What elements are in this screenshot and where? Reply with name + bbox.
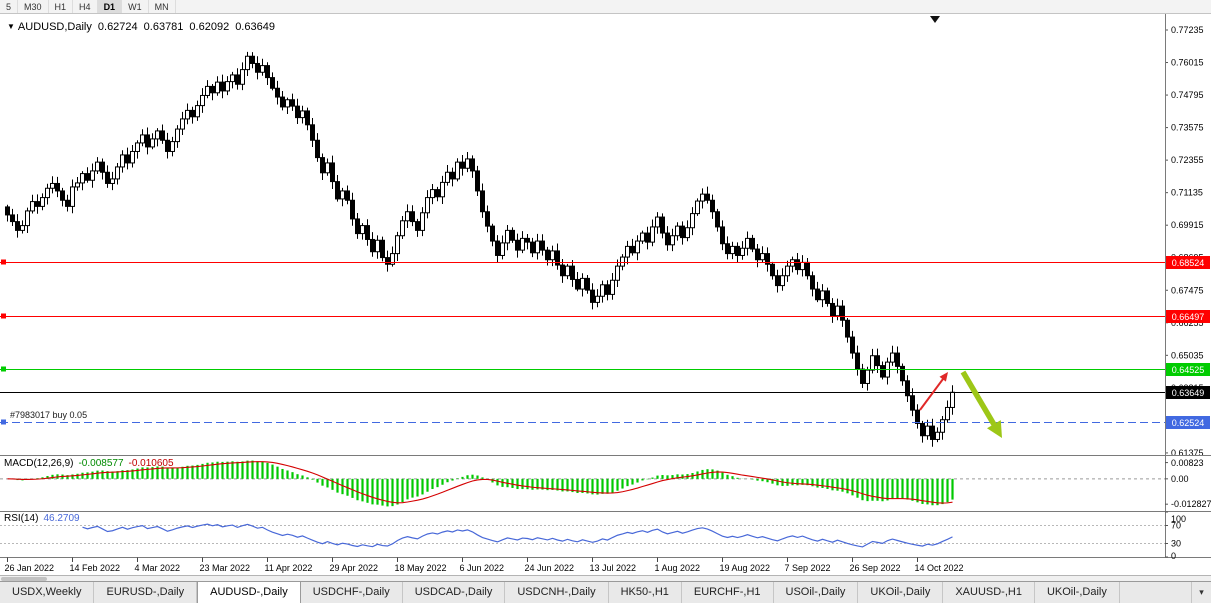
svg-text:0.77235: 0.77235: [1171, 25, 1204, 35]
svg-text:13 Jul 2022: 13 Jul 2022: [590, 563, 637, 573]
timeframe-h1-button[interactable]: H1: [49, 0, 74, 13]
svg-text:0.63649: 0.63649: [1172, 388, 1205, 398]
svg-text:0.61375: 0.61375: [1171, 448, 1204, 458]
svg-text:0: 0: [1171, 551, 1176, 561]
tab-usdcnh-daily[interactable]: USDCNH-,Daily: [505, 582, 609, 603]
svg-text:18 May 2022: 18 May 2022: [395, 563, 447, 573]
svg-text:0.76015: 0.76015: [1171, 58, 1204, 68]
svg-text:23 Mar 2022: 23 Mar 2022: [200, 563, 251, 573]
price-chart-canvas[interactable]: 0.77235 0.76015 0.74795 0.73575 0.72355 0.711…: [0, 14, 1211, 575]
svg-text:0.68524: 0.68524: [1172, 258, 1205, 268]
svg-text:30: 30: [1171, 539, 1181, 549]
svg-text:0.71135: 0.71135: [1171, 188, 1203, 198]
svg-text:29 Apr 2022: 29 Apr 2022: [330, 563, 379, 573]
svg-text:70: 70: [1171, 521, 1181, 531]
timeframe-h4-button[interactable]: H4: [73, 0, 98, 13]
chart-marker-icon: ▼: [7, 22, 15, 31]
timeframe-m5-button[interactable]: 5: [0, 0, 19, 13]
chart-title: ▼ AUDUSD,Daily 0.62724 0.63781 0.62092 0.6364…: [7, 21, 275, 33]
tab-eurchf-h1[interactable]: EURCHF-,H1: [682, 582, 774, 603]
svg-text:0.65035: 0.65035: [1171, 350, 1204, 360]
svg-text:0.67475: 0.67475: [1171, 285, 1204, 295]
svg-text:0.00823: 0.00823: [1171, 458, 1204, 468]
ohlc-high-value: 0.63781: [143, 21, 184, 33]
timeframe-d1-button[interactable]: D1: [97, 0, 123, 13]
chart-window: 0.77235 0.76015 0.74795 0.73575 0.72355 0.711…: [0, 14, 1211, 575]
macd-signal-value: -0.010605: [128, 458, 174, 469]
chart-scrollbar-thumb[interactable]: [1, 577, 47, 581]
rsi-indicator-label: RSI(14) 46.2709: [4, 513, 80, 524]
tab-usdcad-daily[interactable]: USDCAD-,Daily: [403, 582, 506, 603]
rsi-name: RSI(14): [4, 513, 39, 524]
svg-text:-0.012827: -0.012827: [1171, 499, 1211, 509]
svg-text:0.62524: 0.62524: [1172, 418, 1205, 428]
timeframe-w1-button[interactable]: W1: [122, 0, 149, 13]
svg-text:0.69915: 0.69915: [1171, 220, 1204, 230]
svg-text:0.73575: 0.73575: [1171, 123, 1204, 133]
tab-ukoil-daily[interactable]: UKOil-,Daily: [858, 582, 944, 603]
open-position-label[interactable]: #7983017 buy 0.05: [10, 410, 88, 420]
tab-hk50-h1[interactable]: HK50-,H1: [609, 582, 682, 603]
tab-ukoil-daily-2[interactable]: UKOil-,Daily: [1035, 582, 1120, 603]
svg-text:0.72355: 0.72355: [1171, 155, 1204, 165]
svg-text:0.64525: 0.64525: [1172, 365, 1205, 375]
ohlc-close-value: 0.63649: [235, 21, 275, 33]
svg-text:100: 100: [1171, 514, 1186, 524]
svg-text:14 Feb 2022: 14 Feb 2022: [70, 563, 121, 573]
timeframe-m30-button[interactable]: M30: [18, 0, 49, 13]
timeframe-toolbar: 5 M30 H1 H4 D1 W1 MN: [0, 0, 1211, 14]
svg-text:26 Jan 2022: 26 Jan 2022: [5, 563, 55, 573]
tab-audusd-daily[interactable]: AUDUSD-,Daily: [197, 582, 301, 603]
svg-text:6 Jun 2022: 6 Jun 2022: [460, 563, 505, 573]
macd-main-value: -0.008577: [78, 458, 124, 469]
ohlc-low-value: 0.62092: [189, 21, 230, 33]
svg-text:4 Mar 2022: 4 Mar 2022: [135, 563, 181, 573]
tab-usdx-weekly[interactable]: USDX,Weekly: [0, 582, 95, 603]
tab-eurusd-daily[interactable]: EURUSD-,Daily: [94, 582, 198, 603]
svg-text:7 Sep 2022: 7 Sep 2022: [785, 563, 831, 573]
svg-text:26 Sep 2022: 26 Sep 2022: [850, 563, 901, 573]
svg-text:19 Aug 2022: 19 Aug 2022: [720, 563, 771, 573]
ohlc-open-value: 0.62724: [97, 21, 138, 33]
timeframe-mn-button[interactable]: MN: [149, 0, 176, 13]
macd-indicator-label: MACD(12,26,9) -0.008577 -0.010605: [4, 458, 174, 469]
macd-name: MACD(12,26,9): [4, 458, 74, 469]
tabs-overflow-button[interactable]: ▾: [1191, 582, 1211, 603]
svg-text:11 Apr 2022: 11 Apr 2022: [265, 563, 313, 573]
chart-symbol-label: AUDUSD,Daily: [17, 21, 92, 33]
svg-text:14 Oct 2022: 14 Oct 2022: [915, 563, 964, 573]
svg-text:0.66497: 0.66497: [1172, 312, 1205, 322]
svg-text:0.74795: 0.74795: [1171, 90, 1204, 100]
svg-text:1 Aug 2022: 1 Aug 2022: [655, 563, 701, 573]
chart-scrollbar[interactable]: [0, 575, 1211, 581]
tab-usdchf-daily[interactable]: USDCHF-,Daily: [301, 582, 403, 603]
tab-usoil-daily[interactable]: USOil-,Daily: [774, 582, 859, 603]
chart-tabs-bar: USDX,Weekly EURUSD-,Daily AUDUSD-,Daily …: [0, 581, 1211, 603]
tab-xauusd-h1[interactable]: XAUUSD-,H1: [943, 582, 1035, 603]
rsi-value: 46.2709: [43, 513, 80, 524]
svg-text:0.00: 0.00: [1171, 474, 1189, 484]
svg-text:24 Jun 2022: 24 Jun 2022: [525, 563, 575, 573]
